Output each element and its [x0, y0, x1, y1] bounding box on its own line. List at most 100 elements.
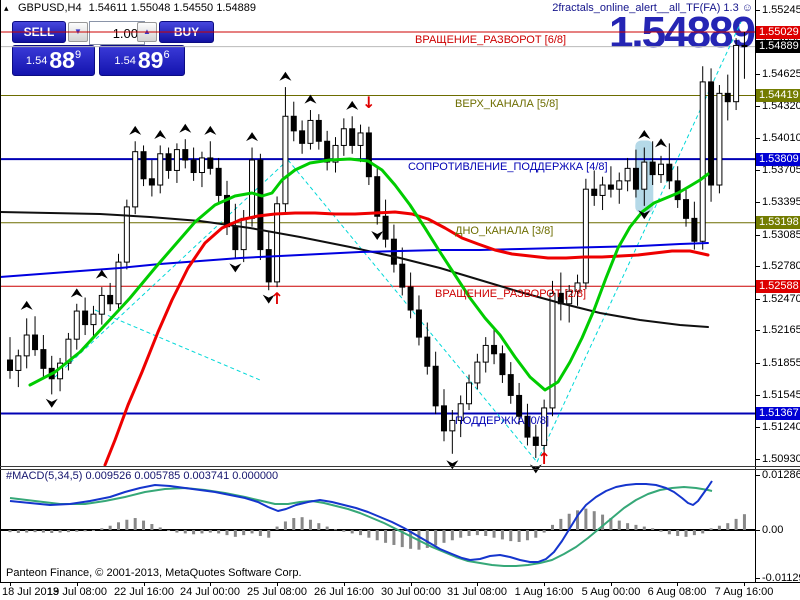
price-tick-label: 1.50930 [762, 452, 800, 465]
price-tick-dash [756, 266, 760, 268]
macd-histogram-bar [459, 530, 463, 538]
macd-histogram-bar [150, 524, 154, 530]
macd-tick-dash [756, 530, 760, 531]
candle [7, 337, 13, 379]
candle [82, 297, 89, 336]
macd-histogram-bar [525, 530, 529, 541]
volume-input[interactable] [89, 21, 145, 45]
candle [115, 253, 122, 311]
macd-histogram-bar [233, 530, 237, 537]
candle [532, 424, 539, 458]
macd-histogram-bar [267, 530, 271, 538]
macd-histogram-bar [559, 518, 563, 530]
macd-histogram-bar [567, 513, 571, 530]
candle [357, 124, 364, 163]
ma-red [103, 210, 710, 467]
price-tick-label: 1.52780 [762, 260, 800, 273]
panel-separator-bottom[interactable] [0, 469, 800, 470]
macd-histogram-bar [409, 530, 413, 549]
sell-price-display[interactable]: 1.54 88 9 [12, 45, 95, 76]
time-tick-label: 18 Jul 2013 [2, 586, 59, 598]
macd-signal-line [9, 486, 713, 567]
price-chart-area[interactable]: ↑ ↓ ↑ [0, 0, 755, 583]
panel-separator-top[interactable] [0, 466, 800, 467]
buy-price-display[interactable]: 1.54 89 6 [99, 45, 185, 76]
price-tick-dash [756, 394, 760, 396]
candle [182, 139, 189, 169]
macd-histogram-bar [734, 518, 738, 530]
ohlc-values: 1.54611 1.55048 1.54550 1.54889 [88, 2, 256, 14]
price-badge: 1.52588 [756, 279, 800, 293]
macd-histogram-bar [384, 530, 388, 543]
candle [190, 147, 197, 181]
macd-main-line [9, 480, 713, 563]
candle [232, 203, 239, 259]
fractal-up-icon [638, 130, 651, 140]
time-tick-dash [210, 583, 211, 586]
macd-histogram-bar [41, 530, 45, 533]
macd-histogram-bar [350, 530, 354, 534]
macd-histogram-bar [242, 530, 246, 536]
macd-histogram-bar [108, 525, 112, 530]
time-tick-dash [344, 583, 345, 586]
macd-histogram-bar [16, 530, 20, 533]
macd-title: #MACD(5,34,5) [6, 470, 83, 482]
price-tick-dash [756, 138, 760, 140]
macd-histogram-bar [492, 530, 496, 538]
macd-histogram-bar [517, 530, 521, 542]
fractal-down-icon [446, 460, 459, 470]
zigzag-dashed-line [287, 159, 538, 463]
candle [432, 351, 439, 415]
macd-histogram-bar [450, 530, 454, 541]
candle [15, 349, 22, 388]
panel-collapse-icon[interactable]: ▴ [4, 3, 9, 13]
price-axis[interactable]: 1.552451.549351.546251.543201.540101.537… [755, 0, 800, 584]
candle [440, 389, 447, 442]
candle [98, 287, 105, 325]
time-tick-dash [611, 583, 612, 586]
macd-histogram-bar [308, 519, 312, 530]
candle [23, 318, 30, 369]
fractal-up-icon [654, 138, 667, 148]
candle [557, 272, 564, 321]
macd-histogram-bar [375, 530, 379, 541]
candle [165, 147, 172, 179]
zigzag-dashed-line [536, 21, 742, 463]
buy-price-pips: 89 [137, 47, 164, 73]
candle [73, 303, 80, 350]
candle [657, 155, 664, 183]
candle [574, 274, 581, 306]
candle [691, 201, 698, 250]
candle [307, 110, 314, 150]
fractal-up-icon [20, 300, 33, 310]
time-tick-label: 6 Aug 08:00 [647, 586, 707, 598]
candle [198, 151, 205, 188]
macd-histogram-bar [592, 511, 596, 530]
macd-histogram-bar [467, 530, 471, 536]
macd-histogram-bar [609, 518, 613, 530]
macd-histogram-bar [200, 530, 204, 534]
candle [507, 362, 514, 404]
candle [374, 168, 381, 225]
price-tick-label: 1.53395 [762, 196, 800, 209]
price-tick-label: 1.54320 [762, 99, 800, 112]
candle [157, 145, 164, 194]
candle [274, 196, 281, 288]
candle [641, 147, 648, 206]
price-badge: 1.54419 [756, 89, 800, 103]
macd-histogram-bar [651, 528, 655, 530]
time-tick-label: 5 Aug 00:00 [581, 586, 641, 598]
time-tick-label: 26 Jul 16:00 [314, 586, 374, 598]
time-tick-dash [77, 583, 78, 586]
macd-histogram-bar [484, 530, 488, 536]
macd-histogram-bar [500, 530, 504, 540]
candle [32, 316, 39, 356]
candle [407, 272, 414, 319]
candle [666, 143, 673, 190]
macd-histogram-bar [50, 530, 54, 533]
macd-histogram-bar [475, 530, 479, 536]
macd-histogram-bar [25, 530, 29, 533]
price-tick-dash [756, 234, 760, 236]
time-axis[interactable]: 18 Jul 2013 19 Jul 08:00 22 Jul 16:00 24 Ju… [0, 583, 800, 600]
price-tick-label: 1.55245 [762, 3, 800, 16]
